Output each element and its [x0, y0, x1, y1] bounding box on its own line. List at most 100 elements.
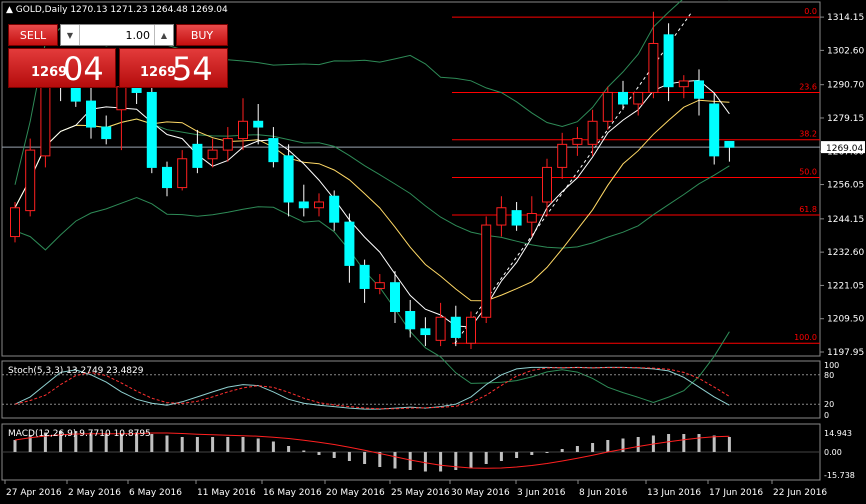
stoch-pane-border — [1, 360, 821, 419]
candle-up — [587, 120, 598, 145]
macd-axis-zero: 0.00 — [824, 448, 842, 457]
stoch-main-line — [14, 366, 730, 410]
candle-down — [709, 103, 720, 157]
macd-histogram-bar — [545, 452, 549, 453]
candle-up — [222, 138, 233, 151]
sell-price-button[interactable]: 1269 04 — [8, 48, 116, 88]
time-axis-label: 16 May 2016 — [263, 488, 322, 498]
macd-axis-top: 14.943 — [824, 429, 852, 438]
macd-signal-line — [14, 432, 730, 469]
macd-histogram-bar — [499, 452, 503, 461]
chart-header: ▲ GOLD,Daily 1270.13 1271.23 1264.48 126… — [6, 5, 228, 15]
candle-down — [450, 316, 461, 338]
candle-up — [10, 207, 20, 238]
fib-level-label: 50.0 — [799, 167, 817, 176]
price-axis-label: 1244.15 — [827, 215, 864, 225]
fast-moving-average — [14, 79, 730, 328]
current-price-label: 1269.04 — [826, 144, 863, 154]
slow-moving-average — [14, 99, 730, 302]
macd-histogram-bar — [195, 437, 199, 452]
macd-histogram-bar — [271, 441, 275, 452]
one-click-trading-panel: SELL ▼ 1.00 ▲ BUY 1269 04 1269 54 — [8, 24, 228, 88]
macd-histogram-bar — [591, 443, 595, 452]
macd-histogram-bar — [241, 437, 245, 452]
buy-price-button[interactable]: 1269 54 — [119, 48, 228, 88]
candle-down — [298, 201, 309, 209]
macd-histogram-bar — [332, 452, 336, 458]
sell-price-pips: 04 — [63, 50, 104, 88]
macd-histogram-bar — [59, 431, 63, 452]
stoch-axis-20: 20 — [824, 400, 834, 409]
sell-button[interactable]: SELL — [8, 24, 58, 46]
macd-histogram-bar — [302, 450, 306, 452]
candle-down — [724, 140, 735, 148]
lot-size-value[interactable]: 1.00 — [125, 28, 151, 42]
price-axis-label: 1256.05 — [827, 181, 864, 191]
price-axis-label: 1232.60 — [827, 248, 864, 258]
time-axis-label: 13 Jun 2016 — [647, 488, 701, 498]
macd-histogram-bar — [287, 446, 291, 452]
main-pane-border — [1, 1, 821, 357]
macd-histogram-bar — [13, 440, 17, 452]
candle-down — [329, 195, 340, 223]
fib-trendline — [454, 11, 693, 344]
macd-histogram-bar — [636, 437, 640, 452]
stoch-axis-bottom: 0 — [824, 411, 829, 420]
macd-histogram-bar — [712, 435, 716, 452]
candle-up — [207, 149, 218, 160]
macd-histogram-bar — [667, 434, 671, 452]
candle-up — [496, 207, 507, 226]
candle-down — [268, 138, 279, 163]
macd-histogram-bar — [347, 452, 351, 461]
candle-down — [344, 221, 355, 266]
candle-up — [602, 91, 613, 122]
candle-down — [511, 210, 522, 226]
candle-up — [238, 120, 248, 140]
candle-down — [86, 100, 96, 128]
price-axis-label: 1314.15 — [827, 13, 864, 23]
candle-down — [283, 155, 294, 203]
macd-histogram-bar — [89, 432, 93, 452]
current-price-box — [821, 141, 865, 154]
macd-histogram-bar — [165, 435, 169, 452]
macd-histogram-bar — [439, 452, 443, 472]
macd-histogram-bar — [727, 437, 731, 452]
candle-up — [177, 158, 188, 189]
macd-histogram-bar — [135, 432, 139, 452]
candle-up — [526, 213, 537, 223]
macd-histogram-bar — [408, 452, 412, 470]
candle-up — [557, 143, 568, 168]
candle-down — [253, 120, 264, 128]
fib-level-label: 0.0 — [804, 7, 817, 16]
ohlc-readout: 1270.13 1271.23 1264.48 1269.04 — [70, 5, 228, 15]
lot-size-input[interactable]: ▼ 1.00 ▲ — [60, 24, 174, 46]
fib-level-label: 61.8 — [799, 205, 817, 214]
candle-up — [633, 91, 644, 105]
lot-increase-icon[interactable]: ▲ — [154, 25, 173, 45]
candle-down — [618, 91, 628, 105]
stoch-axis-top: 100 — [824, 361, 839, 370]
buy-price-prefix: 1269 — [140, 65, 177, 80]
buy-button[interactable]: BUY — [176, 24, 228, 46]
macd-histogram-bar — [515, 452, 519, 458]
stoch-axis-80: 80 — [824, 371, 834, 380]
time-axis-label: 27 Apr 2016 — [6, 488, 62, 498]
collapse-triangle-icon[interactable]: ▲ — [6, 5, 13, 15]
price-axis-label: 1209.50 — [827, 315, 864, 325]
candle-down — [420, 328, 431, 336]
symbol-label: GOLD,Daily — [15, 5, 68, 15]
price-axis-label: 1279.15 — [827, 114, 864, 124]
candle-up — [542, 166, 552, 203]
macd-histogram-bar — [530, 452, 534, 455]
macd-histogram-bar — [484, 452, 488, 464]
macd-histogram-bar — [180, 437, 184, 452]
macd-histogram-bar — [621, 438, 625, 452]
candle-down — [162, 166, 172, 189]
candle-up — [374, 282, 385, 289]
candle-up — [648, 42, 659, 93]
time-axis-label: 3 Jun 2016 — [517, 488, 566, 498]
lot-decrease-icon[interactable]: ▼ — [61, 25, 80, 45]
candle-down — [359, 264, 370, 289]
buy-price-pips: 54 — [172, 50, 213, 88]
